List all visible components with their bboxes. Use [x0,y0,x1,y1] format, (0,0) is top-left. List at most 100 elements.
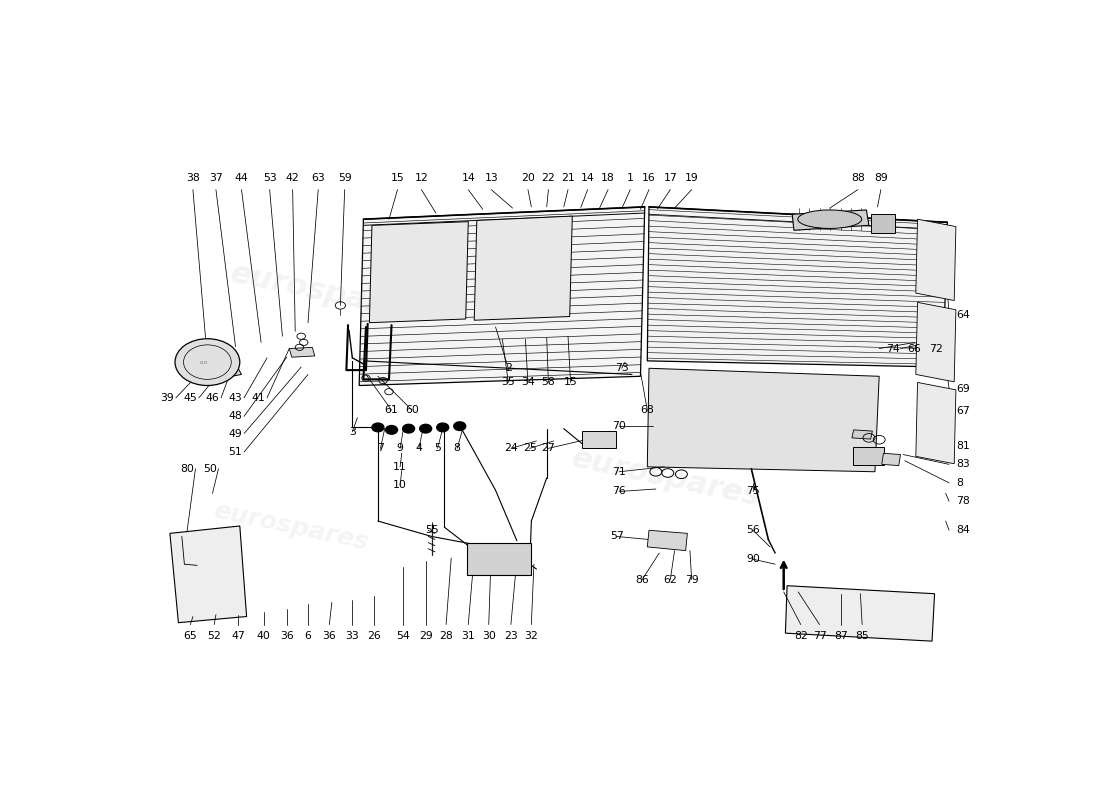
Text: 88: 88 [851,174,865,183]
Text: 23: 23 [504,630,518,641]
Polygon shape [647,368,879,472]
Text: 22: 22 [541,174,556,183]
Polygon shape [882,454,901,466]
Text: 5: 5 [434,443,441,454]
Text: 14: 14 [581,174,594,183]
Text: 20: 20 [521,174,535,183]
Polygon shape [647,207,947,367]
Text: 63: 63 [311,174,326,183]
Text: 18: 18 [602,174,615,183]
Polygon shape [785,586,935,641]
Text: 76: 76 [613,486,626,497]
Text: 49: 49 [229,429,242,438]
Text: 21: 21 [561,174,575,183]
Text: 79: 79 [684,574,699,585]
Text: 48: 48 [229,411,242,422]
Text: 57: 57 [609,531,624,542]
Circle shape [175,338,240,386]
Text: 41: 41 [252,393,265,403]
Text: 56: 56 [746,526,760,535]
Text: 60: 60 [405,405,419,415]
Text: eurospares: eurospares [569,444,763,512]
Text: 16: 16 [642,174,656,183]
Circle shape [454,422,465,430]
Text: 38: 38 [186,174,200,183]
Polygon shape [359,207,645,386]
Text: 29: 29 [419,630,432,641]
Text: 32: 32 [525,630,538,641]
Text: 25: 25 [522,443,537,454]
Circle shape [386,426,397,434]
Polygon shape [474,216,572,320]
Text: 68: 68 [640,405,654,415]
Text: 31: 31 [461,630,475,641]
Text: 28: 28 [439,630,453,641]
FancyBboxPatch shape [466,542,531,574]
Text: o.o: o.o [200,360,208,365]
Text: 1: 1 [627,174,634,183]
Text: 85: 85 [856,630,869,641]
Text: 75: 75 [746,486,760,497]
Text: 8: 8 [956,478,962,488]
Text: 8: 8 [453,443,461,454]
Text: 73: 73 [615,363,628,374]
Text: 10: 10 [393,480,407,490]
Circle shape [372,423,384,432]
Text: 67: 67 [956,406,970,416]
Text: 39: 39 [161,393,174,403]
Text: 62: 62 [663,574,678,585]
Text: 78: 78 [956,496,970,506]
Polygon shape [222,368,242,378]
Text: 27: 27 [541,443,556,454]
Text: 35: 35 [502,378,515,387]
Text: 55: 55 [425,526,439,535]
Text: 17: 17 [663,174,678,183]
Text: 50: 50 [204,464,217,474]
Text: 89: 89 [874,174,888,183]
Text: 46: 46 [206,393,219,403]
Text: 42: 42 [286,174,299,183]
Text: 86: 86 [636,574,649,585]
Text: 3: 3 [349,426,355,437]
Text: 51: 51 [229,447,242,457]
Text: 11: 11 [393,462,407,472]
Polygon shape [792,210,869,230]
Circle shape [437,423,449,432]
Text: 61: 61 [385,405,398,415]
Polygon shape [871,214,894,233]
Polygon shape [289,347,315,357]
Text: 47: 47 [231,630,245,641]
Text: 13: 13 [484,174,498,183]
Text: 9: 9 [397,443,404,454]
Text: 77: 77 [813,630,826,641]
Text: 19: 19 [684,174,699,183]
Text: 53: 53 [263,174,276,183]
Text: 33: 33 [345,630,360,641]
Text: 45: 45 [184,393,197,403]
FancyBboxPatch shape [582,431,616,448]
Text: 36: 36 [279,630,294,641]
Text: 14: 14 [461,174,475,183]
Text: 54: 54 [397,630,410,641]
Text: 72: 72 [928,343,943,354]
Text: 15: 15 [390,174,405,183]
Text: 34: 34 [521,378,535,387]
Text: 82: 82 [794,630,807,641]
Text: 66: 66 [908,343,921,354]
Text: 87: 87 [834,630,848,641]
Text: 24: 24 [504,443,518,454]
Text: 7: 7 [377,443,384,454]
Text: 74: 74 [886,343,900,354]
Polygon shape [647,530,688,550]
Text: 64: 64 [956,310,970,320]
Text: 70: 70 [613,421,626,430]
Polygon shape [169,526,246,622]
Text: 43: 43 [229,393,242,403]
Text: 40: 40 [256,630,271,641]
Text: 37: 37 [209,174,223,183]
Polygon shape [916,382,956,464]
Text: 4: 4 [416,443,422,454]
FancyBboxPatch shape [852,446,884,465]
Circle shape [420,424,431,433]
Text: eurospares: eurospares [228,259,422,327]
